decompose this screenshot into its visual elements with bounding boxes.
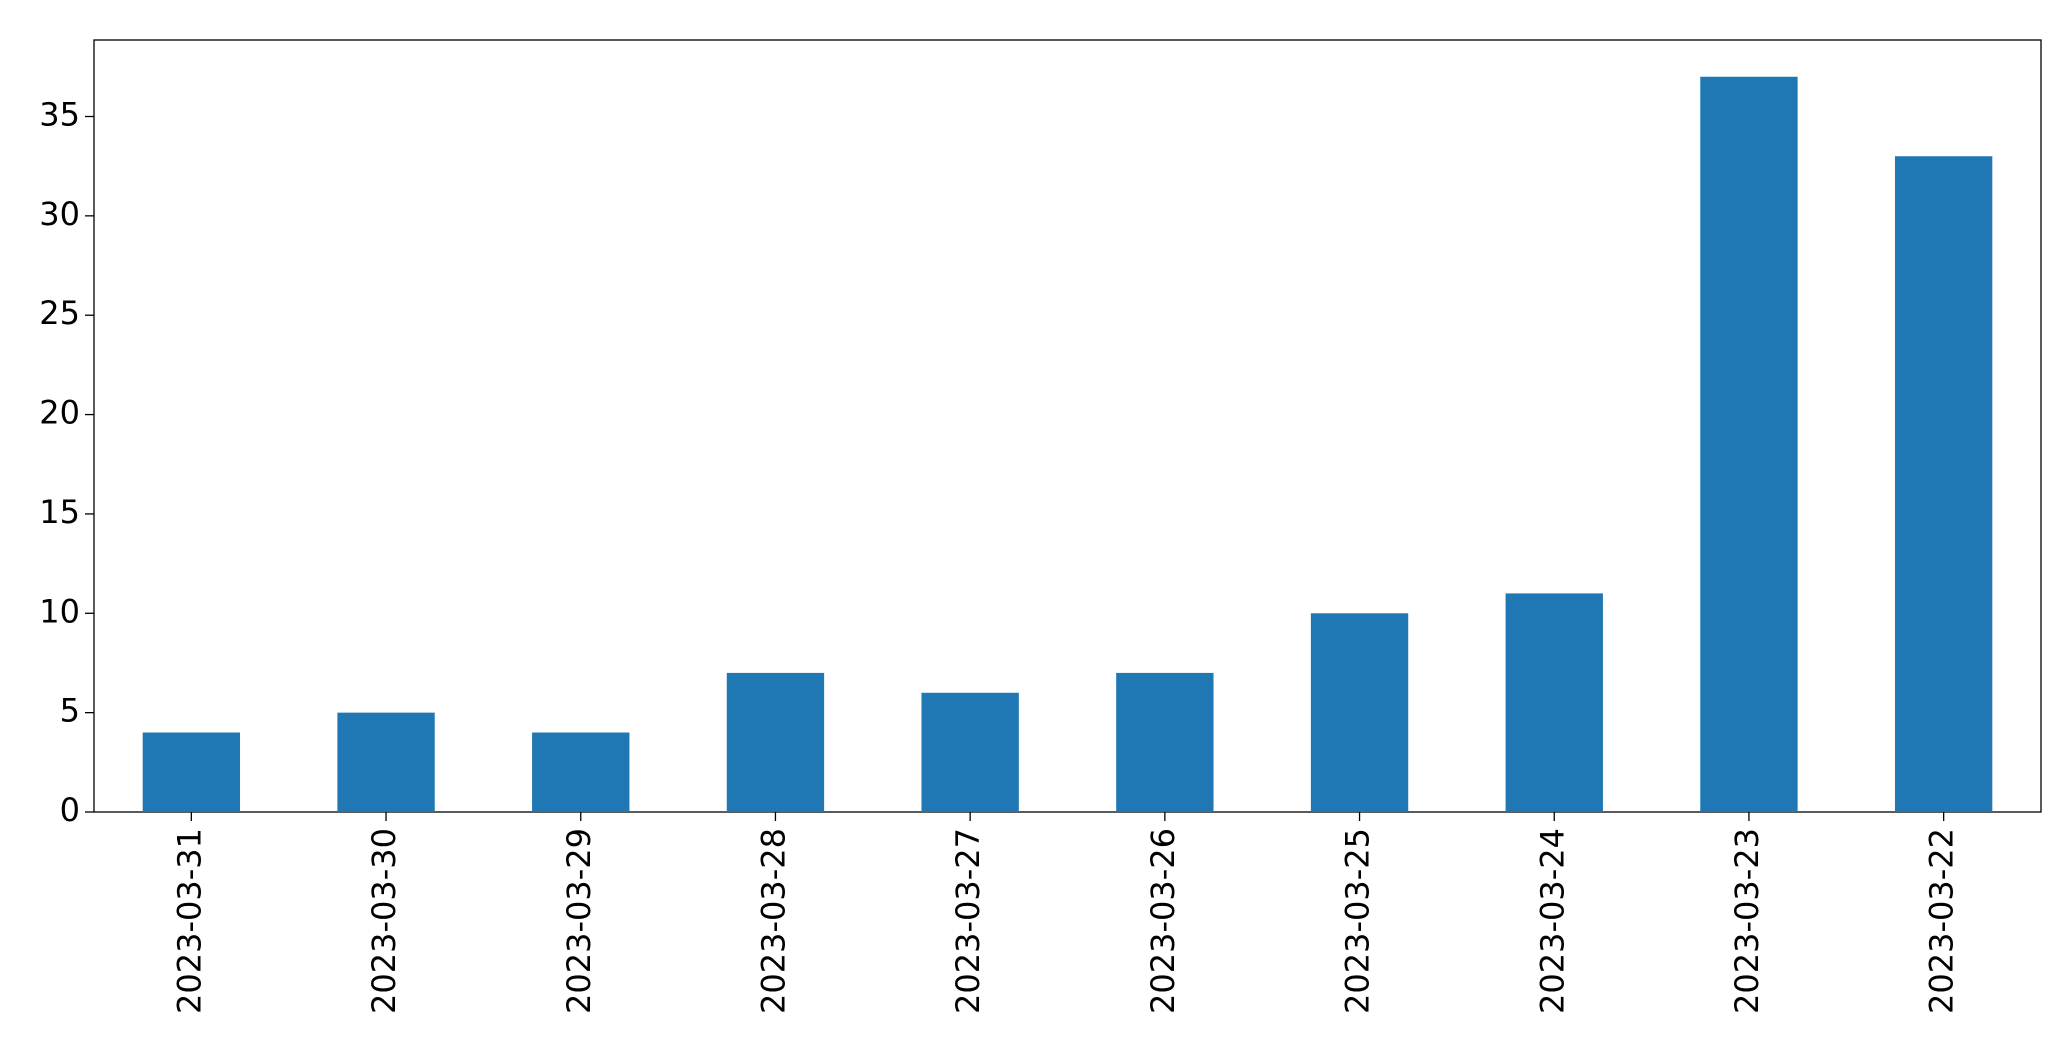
bar xyxy=(1505,593,1603,812)
x-tick-label: 2023-03-25 xyxy=(1339,828,1377,1014)
bar xyxy=(921,692,1019,812)
bar xyxy=(1310,613,1409,812)
x-tick-label: 2023-03-22 xyxy=(1923,828,1961,1014)
x-tick-label: 2023-03-29 xyxy=(560,828,598,1014)
bar xyxy=(337,712,435,812)
y-tick-label: 20 xyxy=(39,394,80,432)
bar xyxy=(532,732,630,812)
y-tick-label: 25 xyxy=(39,294,80,332)
x-tick-label: 2023-03-23 xyxy=(1728,828,1766,1014)
bar xyxy=(142,732,241,812)
y-tick-label: 10 xyxy=(39,592,80,630)
y-tick-label: 0 xyxy=(60,791,80,829)
x-tick-label: 2023-03-26 xyxy=(1144,828,1182,1014)
x-tick-label: 2023-03-24 xyxy=(1533,828,1571,1014)
bar xyxy=(1700,76,1798,812)
bar xyxy=(1894,156,1993,813)
y-tick-label: 15 xyxy=(39,493,80,531)
x-tick-label: 2023-03-31 xyxy=(170,828,208,1014)
bar xyxy=(1116,672,1214,812)
y-tick-label: 35 xyxy=(39,96,80,134)
x-tick-label: 2023-03-28 xyxy=(754,828,792,1014)
plot-frame xyxy=(93,39,2042,813)
bar xyxy=(726,672,825,812)
y-tick-label: 5 xyxy=(60,692,80,730)
y-tick-label: 30 xyxy=(39,195,80,233)
x-tick-label: 2023-03-27 xyxy=(949,828,987,1014)
x-tick-label: 2023-03-30 xyxy=(365,828,403,1014)
